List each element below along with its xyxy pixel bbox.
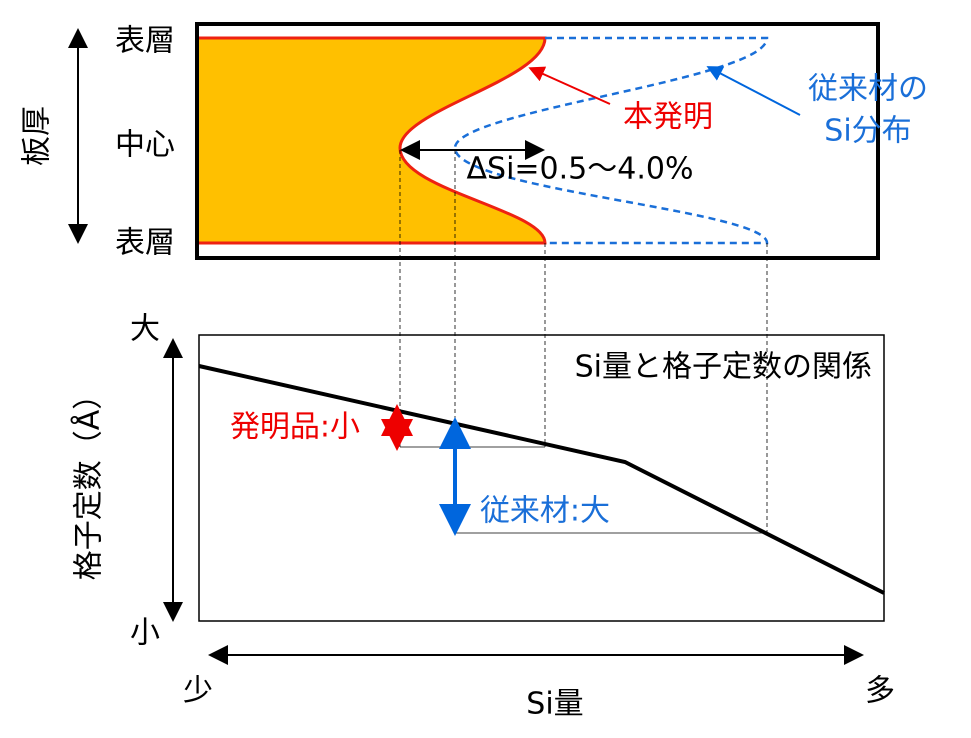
thickness-label: 板厚 xyxy=(20,106,55,166)
x-axis-label: Si量 xyxy=(526,687,583,722)
plate-box xyxy=(195,22,880,260)
surface-label: 表層 xyxy=(115,24,175,59)
y-low-label: 小 xyxy=(130,616,160,651)
x-low-label: 少 xyxy=(183,674,213,709)
invention-label: 本発明 xyxy=(623,100,713,135)
invention-note: 発明品:小 xyxy=(230,410,360,445)
center-label: 中心 xyxy=(115,128,175,163)
relation-line xyxy=(198,364,885,595)
conventional-note: 従来材:大 xyxy=(480,494,610,529)
x-high-label: 多 xyxy=(865,674,895,709)
graph-box xyxy=(198,334,885,622)
conventional-label: Si分布 xyxy=(824,114,911,149)
conventional-curve xyxy=(453,36,769,245)
invention-fill xyxy=(197,38,545,243)
guides xyxy=(399,150,768,533)
y-high-label: 大 xyxy=(130,312,160,347)
bottom-panel: Si量と格子定数の関係 発明品:小 従来材:大 大 小 格子定数（Å） 少 多 … xyxy=(71,312,896,722)
graph-title: Si量と格子定数の関係 xyxy=(575,350,872,385)
conventional-pointer xyxy=(706,66,801,116)
conventional-label: 従来材の xyxy=(808,72,928,107)
y-axis-label: 格子定数（Å） xyxy=(71,380,107,581)
top-panel: 表層 中心 表層 板厚 本発明 従来材の Si分布 ΔSi=0.5～4.0% xyxy=(20,22,928,261)
delta-label: ΔSi=0.5～4.0% xyxy=(467,152,694,187)
surface-label: 表層 xyxy=(115,226,175,261)
invention-pointer xyxy=(528,66,611,105)
